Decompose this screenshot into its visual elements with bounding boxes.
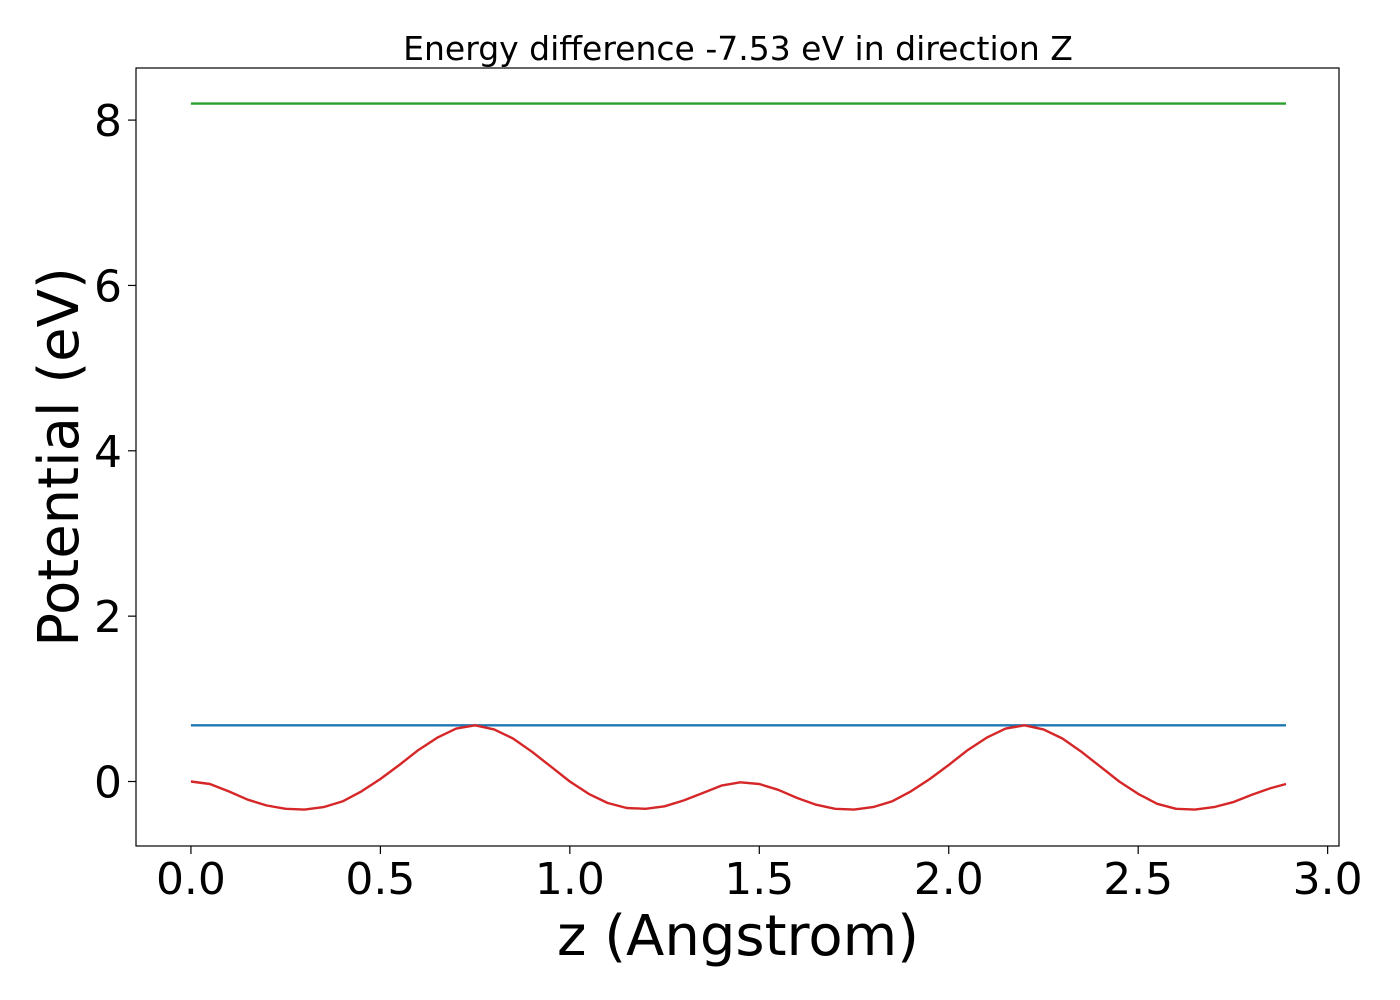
x-axis-label: z (Angstrom): [557, 904, 919, 969]
x-tick-label: 2.5: [1103, 854, 1173, 905]
y-tick-label: 6: [94, 261, 122, 312]
x-tick-label: 0.0: [156, 854, 226, 905]
series-layer: [190, 102, 1287, 811]
y-tick-label: 2: [94, 592, 122, 643]
x-tick-label: 0.5: [345, 854, 415, 905]
y-axis-label: Potential (eV): [27, 267, 92, 647]
y-tick-label: 4: [94, 427, 122, 478]
chart-title: Energy difference -7.53 eV in direction …: [403, 29, 1073, 68]
plot-frame: [135, 67, 1340, 847]
x-tick-label: 1.5: [724, 854, 794, 905]
x-tick-label: 2.0: [914, 854, 984, 905]
y-tick-label: 8: [94, 96, 122, 147]
y-tick-label: 0: [94, 758, 122, 809]
series-line-3: [190, 724, 1287, 811]
x-tick-label: 3.0: [1293, 854, 1363, 905]
y-axis-ticks: 0 2 4 6 8: [94, 96, 136, 809]
x-tick-label: 1.0: [535, 854, 605, 905]
x-axis-ticks: 0.0 0.5 1.0 1.5 2.0 2.5 3.0: [156, 846, 1363, 905]
